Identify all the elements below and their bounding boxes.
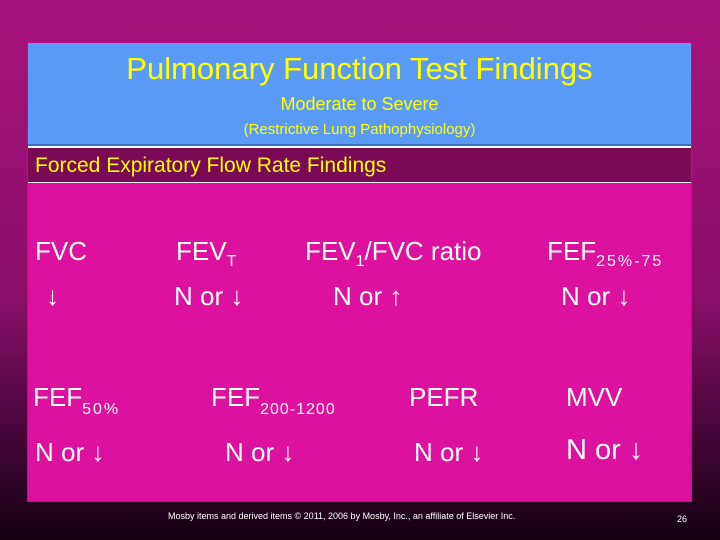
- fev1-subscript: 1: [355, 253, 365, 270]
- mvv-label: MVV: [566, 382, 623, 412]
- mvv-value: N or ↓: [566, 434, 644, 466]
- slide-subtitle-secondary: (Restrictive Lung Pathophysiology): [243, 121, 476, 138]
- fev1-fvc-value: N or ↑: [333, 281, 403, 311]
- fevt-value: N or ↓: [174, 281, 244, 311]
- fef50-value: N or ↓: [35, 437, 105, 467]
- section-bar: Forced Expiratory Flow Rate Findings: [28, 146, 691, 183]
- fevt-label: FEVT: [176, 236, 237, 270]
- fev1-name: FEV: [305, 236, 356, 266]
- copyright-footer: Mosby items and derived items © 2011, 20…: [168, 511, 516, 521]
- title-box: Pulmonary Function Test Findings Moderat…: [28, 43, 691, 146]
- fev1-fvc-suffix: /FVC ratio: [364, 236, 482, 266]
- fef200-1200-name: FEF: [211, 382, 261, 412]
- fevt-name: FEV: [176, 236, 227, 266]
- fef200-1200-label: FEF200-1200: [211, 382, 336, 418]
- fev1-fvc-label: FEV1/FVC ratio: [305, 236, 482, 270]
- fvc-value: ↓: [46, 281, 59, 311]
- page-number: 26: [677, 514, 688, 524]
- pefr-label: PEFR: [409, 382, 479, 412]
- slide: Pulmonary Function Test Findings Moderat…: [27, 42, 692, 502]
- fef200-1200-subscript: 200-1200: [260, 401, 336, 418]
- section-label: Forced Expiratory Flow Rate Findings: [35, 154, 387, 177]
- fevt-subscript: T: [226, 253, 237, 270]
- fef25-75-label: FEF25%-75: [547, 236, 664, 270]
- fef25-75-value: N or ↓: [561, 281, 631, 311]
- slide-title: Pulmonary Function Test Findings: [126, 51, 593, 86]
- fef25-75-subscript: 25%-75: [596, 253, 664, 270]
- fef50-subscript: 50%: [82, 401, 121, 418]
- fvc-label: FVC: [35, 236, 87, 267]
- fvc-name: FVC: [35, 236, 87, 266]
- fef200-1200-value: N or ↓: [225, 437, 295, 467]
- pefr-value: N or ↓: [414, 437, 484, 467]
- slide-subtitle: Moderate to Severe: [280, 94, 439, 114]
- fef50-name: FEF: [33, 382, 83, 412]
- fef50-label: FEF50%: [33, 382, 120, 418]
- fef25-75-name: FEF: [547, 236, 597, 266]
